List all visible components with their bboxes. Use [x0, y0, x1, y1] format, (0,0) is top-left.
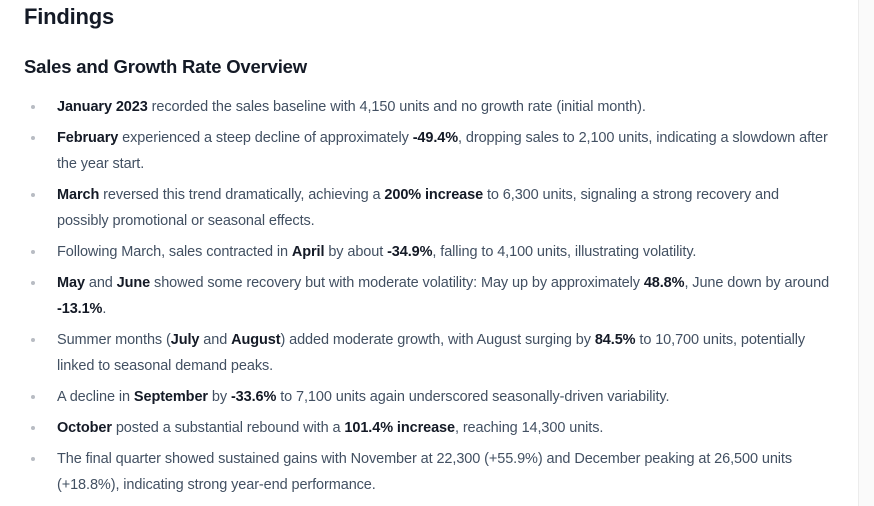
list-item-text: February experienced a steep decline of … — [57, 130, 828, 172]
bullet-icon — [31, 136, 35, 140]
list-item: The final quarter showed sustained gains… — [24, 446, 834, 498]
bullet-icon — [31, 193, 35, 197]
list-item: A decline in September by -33.6% to 7,10… — [24, 384, 834, 410]
list-item-text: The final quarter showed sustained gains… — [57, 451, 792, 493]
list-item: Following March, sales contracted in Apr… — [24, 239, 834, 265]
list-item: January 2023 recorded the sales baseline… — [24, 94, 834, 120]
list-item-text: Summer months (July and August) added mo… — [57, 332, 806, 374]
page-title: Findings — [24, 4, 115, 29]
list-item: Summer months (July and August) added mo… — [24, 327, 834, 379]
bullet-icon — [31, 426, 35, 430]
list-item-text: May and June showed some recovery but wi… — [57, 275, 830, 317]
list-item: May and June showed some recovery but wi… — [24, 270, 834, 322]
list-item-text: A decline in September by -33.6% to 7,10… — [57, 389, 670, 405]
list-item: February experienced a steep decline of … — [24, 125, 834, 177]
list-item-text: March reversed this trend dramatically, … — [57, 187, 779, 229]
bullet-icon — [31, 281, 35, 285]
bullet-icon — [31, 395, 35, 399]
findings-list: January 2023 recorded the sales baseline… — [24, 94, 834, 498]
bullet-icon — [31, 457, 35, 461]
list-item-text: Following March, sales contracted in Apr… — [57, 244, 697, 260]
bullet-icon — [31, 338, 35, 342]
list-item-text: October posted a substantial rebound wit… — [57, 420, 604, 436]
scrollbar-track[interactable] — [858, 0, 874, 506]
list-item-text: January 2023 recorded the sales baseline… — [57, 99, 646, 115]
list-item: March reversed this trend dramatically, … — [24, 182, 834, 234]
bullet-icon — [31, 250, 35, 254]
bullet-icon — [31, 105, 35, 109]
section-title: Sales and Growth Rate Overview — [24, 56, 307, 77]
list-item: October posted a substantial rebound wit… — [24, 415, 834, 441]
